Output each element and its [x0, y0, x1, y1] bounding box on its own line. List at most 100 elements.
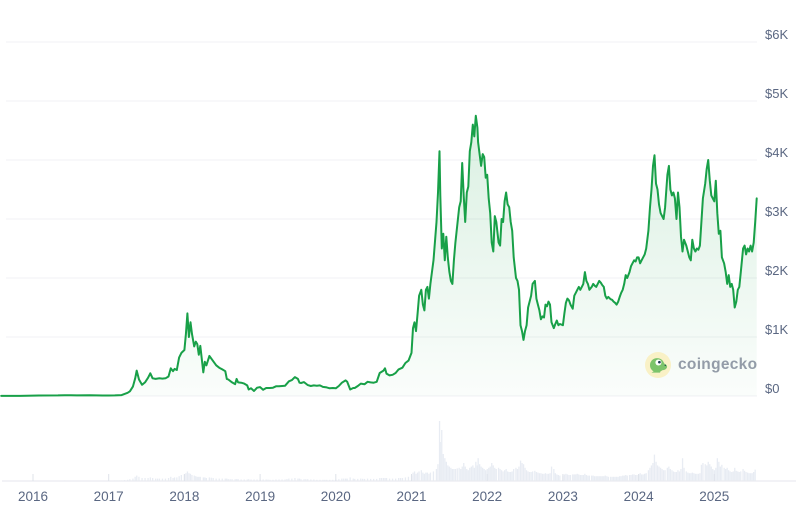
volume-bar: [248, 479, 250, 481]
volume-bar: [366, 478, 369, 481]
volume-bar: [507, 471, 509, 481]
volume-bar: [275, 479, 277, 481]
volume-bar: [674, 472, 676, 481]
volume-bar: [256, 479, 258, 481]
volume-bar: [718, 461, 720, 481]
volume-bar: [750, 473, 752, 481]
volume-bar: [286, 479, 288, 481]
volume-bar: [592, 475, 594, 481]
coingecko-wordmark: coingecko: [678, 356, 758, 373]
volume-bar: [543, 473, 545, 481]
volume-bar: [671, 470, 673, 481]
volume-bar: [164, 478, 167, 481]
volume-bar: [422, 472, 424, 481]
volume-bar: [294, 478, 296, 481]
volume-bar: [525, 470, 528, 481]
volume-bar: [540, 473, 542, 481]
volume-bar: [688, 473, 690, 481]
volume-bar: [155, 478, 157, 481]
volume-bar: [664, 470, 666, 481]
volume-bar: [425, 472, 427, 481]
volume-bar: [451, 469, 453, 481]
volume-bar: [453, 469, 455, 481]
volume-bar: [639, 473, 641, 481]
x-axis-label: 2016: [17, 489, 49, 504]
volume-bar: [176, 477, 178, 481]
volume-bar: [495, 469, 497, 481]
volume-bar: [534, 470, 536, 481]
volume-bar: [469, 467, 471, 481]
volume-bar: [298, 478, 301, 481]
volume-bar: [442, 454, 444, 481]
volume-bar: [740, 471, 742, 481]
volume-bar: [502, 471, 504, 481]
volume-bar: [518, 466, 520, 481]
volume-bar: [716, 458, 718, 481]
volume-bar: [212, 478, 214, 481]
volume-bar: [519, 460, 522, 481]
volume-bar: [565, 473, 567, 481]
volume-bar: [262, 479, 264, 481]
volume-bar: [205, 478, 207, 481]
volume-bar: [384, 478, 386, 481]
x-axis-ticks: [32, 474, 715, 481]
volume-bar: [172, 478, 174, 481]
volume-bar: [441, 430, 443, 481]
volume-bar: [156, 478, 159, 481]
volume-bar: [362, 478, 364, 482]
volume-bar: [352, 478, 354, 481]
volume-bar: [152, 478, 154, 481]
volume-bar: [573, 474, 575, 481]
volume-bar: [725, 469, 727, 481]
volume-bar: [382, 478, 385, 481]
volume-bar: [650, 465, 653, 481]
volume-bar: [598, 476, 600, 481]
volume-bar: [728, 470, 730, 481]
volume-bar: [712, 469, 714, 481]
volume-bar: [546, 473, 548, 481]
volume-bar: [240, 479, 242, 481]
volume-bar: [341, 478, 343, 481]
volume-bar: [745, 472, 747, 481]
volume-bar: [267, 479, 269, 481]
volume-bar: [569, 475, 572, 481]
volume-bar: [544, 473, 547, 481]
volume-bar: [693, 473, 695, 481]
volume-bar: [609, 476, 612, 481]
volume-bar: [473, 467, 475, 481]
volume-bar: [379, 478, 381, 481]
volume-bar: [554, 473, 556, 481]
volume-bar: [678, 471, 681, 481]
volume-bar: [415, 473, 417, 481]
volume-bar: [141, 478, 143, 481]
volume-bar: [584, 473, 586, 481]
volume-bar: [480, 466, 482, 481]
volume-bar: [300, 479, 302, 481]
volume-bar: [617, 476, 619, 481]
volume-bar: [376, 478, 378, 481]
volume-bar: [497, 467, 500, 481]
volume-bar: [528, 472, 531, 481]
volume-bar: [726, 467, 728, 481]
volume-bar: [656, 465, 659, 481]
volume-bar: [732, 471, 734, 481]
volume-bar: [313, 479, 315, 481]
volume-bar: [185, 473, 187, 481]
volume-bar: [158, 478, 161, 481]
volume-bar: [448, 466, 450, 481]
volume-bar: [521, 463, 523, 481]
volume-bar: [575, 474, 577, 481]
volume-bar: [208, 477, 210, 481]
volume-bar: [243, 479, 245, 481]
volume-bar: [626, 475, 628, 481]
volume-bar: [515, 467, 517, 481]
coingecko-watermark[interactable]: coingecko: [645, 352, 757, 378]
volume-bar: [202, 477, 204, 481]
volume-bar: [423, 473, 425, 481]
volume-bar: [702, 463, 704, 481]
volume-bar: [707, 461, 709, 481]
x-axis-label: 2023: [547, 489, 578, 504]
volume-bar: [380, 478, 383, 481]
volume-bar: [597, 476, 599, 481]
